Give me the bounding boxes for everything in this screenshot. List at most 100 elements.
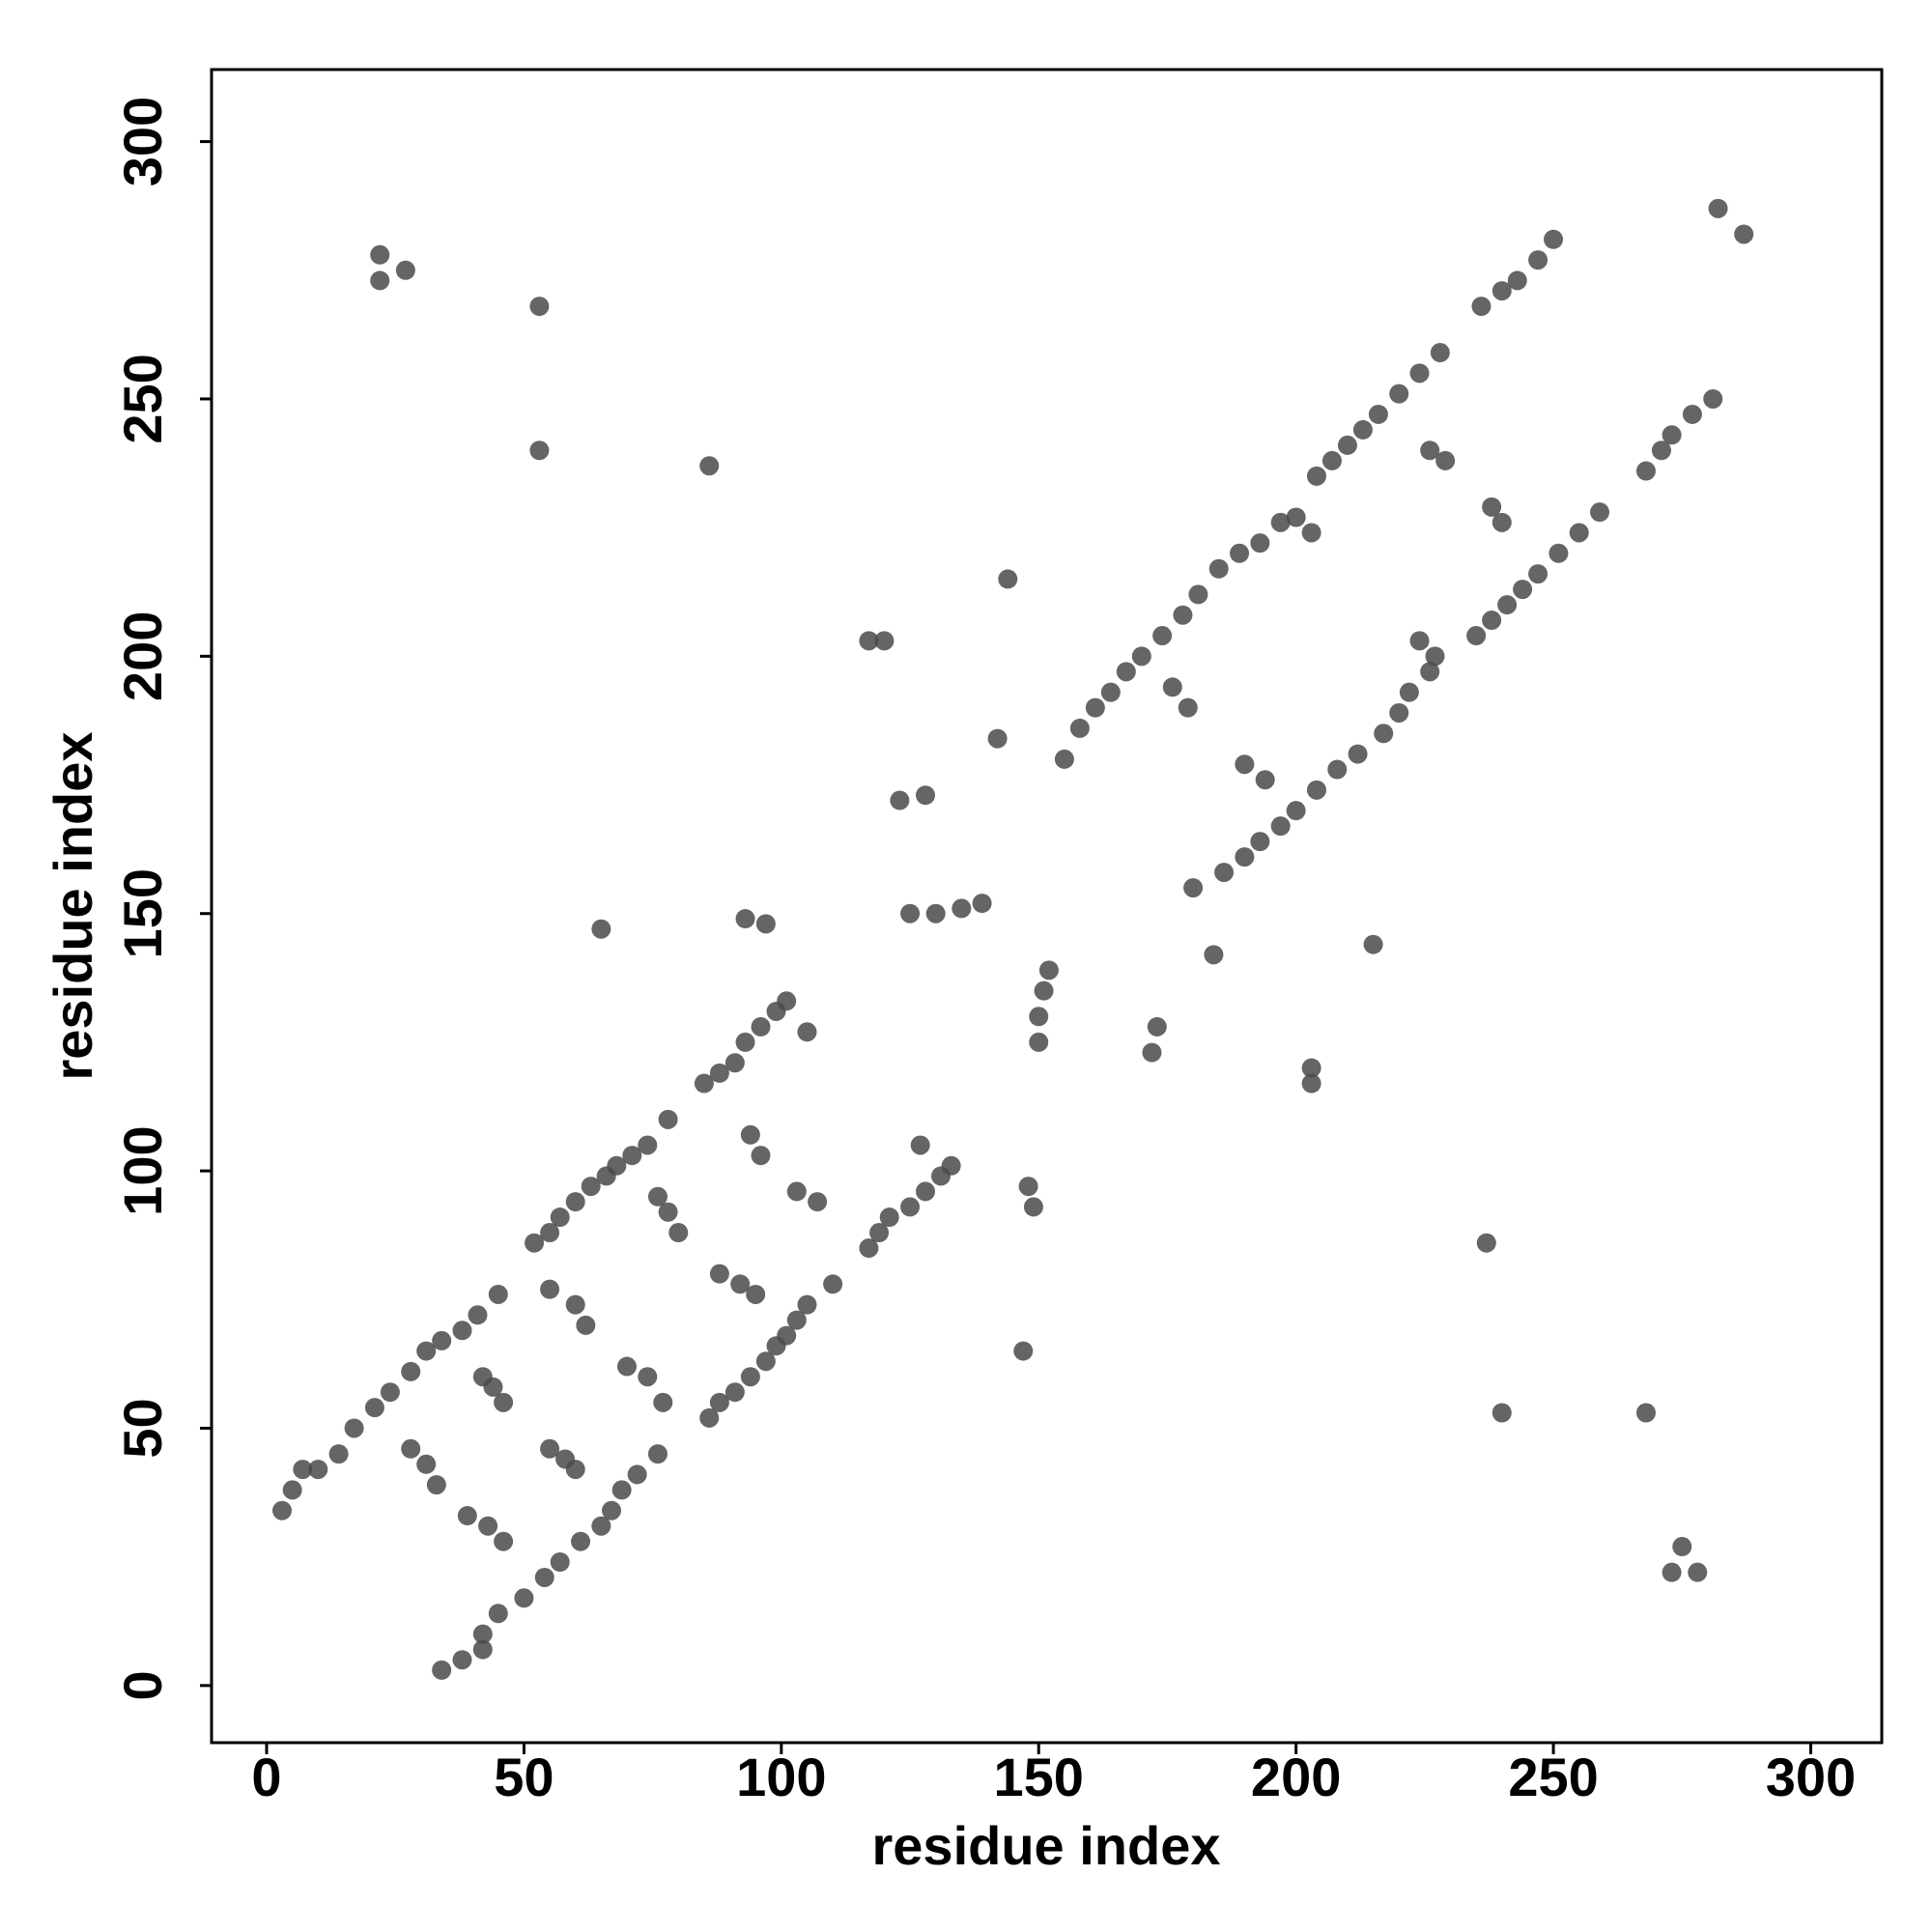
point bbox=[709, 1063, 729, 1083]
x-tick-label: 200 bbox=[1251, 1747, 1341, 1807]
point bbox=[611, 1480, 632, 1500]
point bbox=[941, 1155, 961, 1176]
point bbox=[1682, 404, 1702, 424]
point bbox=[709, 1264, 729, 1284]
point bbox=[1420, 440, 1440, 461]
point bbox=[1054, 749, 1074, 769]
point bbox=[1590, 502, 1610, 523]
point bbox=[1204, 945, 1224, 965]
point bbox=[1430, 343, 1450, 363]
point bbox=[1348, 744, 1368, 764]
point bbox=[1435, 450, 1456, 470]
point bbox=[540, 1438, 560, 1459]
point bbox=[1306, 780, 1326, 800]
point bbox=[488, 1604, 508, 1624]
point bbox=[1301, 1058, 1321, 1078]
point bbox=[1029, 1032, 1049, 1052]
point bbox=[925, 903, 946, 923]
point bbox=[1147, 1016, 1167, 1037]
point bbox=[1235, 754, 1255, 775]
point bbox=[1286, 507, 1306, 527]
point bbox=[1250, 533, 1270, 554]
point bbox=[735, 1032, 755, 1052]
y-tick-label: 0 bbox=[112, 1670, 173, 1700]
point bbox=[1306, 466, 1326, 486]
point bbox=[1023, 1197, 1043, 1217]
point bbox=[416, 1454, 437, 1474]
point bbox=[1255, 770, 1275, 790]
point bbox=[1399, 682, 1419, 702]
point bbox=[1492, 512, 1512, 532]
point bbox=[1374, 724, 1394, 744]
point bbox=[1471, 297, 1492, 317]
point bbox=[1327, 759, 1348, 780]
point bbox=[952, 898, 972, 919]
point bbox=[1513, 580, 1533, 600]
point bbox=[514, 1588, 534, 1608]
point bbox=[1389, 702, 1409, 723]
point bbox=[1492, 1403, 1512, 1423]
point bbox=[364, 1398, 384, 1418]
point bbox=[890, 790, 910, 810]
point bbox=[1476, 1233, 1496, 1253]
point bbox=[797, 1294, 817, 1315]
point bbox=[653, 1392, 673, 1412]
point bbox=[1420, 662, 1440, 682]
point bbox=[565, 1192, 585, 1212]
point bbox=[1069, 718, 1090, 738]
point bbox=[658, 1202, 678, 1222]
point bbox=[1250, 832, 1270, 852]
point bbox=[1507, 270, 1527, 291]
point bbox=[591, 1516, 611, 1536]
point bbox=[282, 1480, 302, 1500]
x-tick-label: 250 bbox=[1508, 1747, 1598, 1807]
point bbox=[468, 1305, 488, 1325]
point bbox=[457, 1506, 477, 1526]
point bbox=[1214, 863, 1235, 883]
point bbox=[1034, 980, 1054, 1001]
point bbox=[1085, 697, 1105, 718]
point bbox=[1208, 558, 1229, 579]
point bbox=[416, 1341, 437, 1361]
point bbox=[591, 919, 611, 939]
point bbox=[1544, 229, 1564, 249]
point bbox=[1131, 646, 1151, 667]
point bbox=[1548, 543, 1569, 563]
point bbox=[869, 1223, 890, 1243]
point bbox=[647, 1444, 668, 1464]
y-tick-label: 200 bbox=[112, 611, 173, 701]
point bbox=[1116, 662, 1136, 682]
point bbox=[735, 909, 755, 929]
point bbox=[602, 1500, 622, 1520]
point bbox=[529, 440, 550, 461]
point bbox=[751, 1016, 771, 1037]
point bbox=[452, 1650, 472, 1670]
x-tick-label: 50 bbox=[494, 1747, 554, 1807]
point bbox=[1703, 388, 1723, 409]
point bbox=[401, 1361, 421, 1381]
point bbox=[668, 1223, 689, 1243]
point bbox=[1389, 384, 1409, 404]
x-tick-label: 300 bbox=[1766, 1747, 1856, 1807]
point bbox=[478, 1516, 498, 1536]
point bbox=[1270, 512, 1291, 532]
point bbox=[1188, 584, 1208, 605]
point bbox=[746, 1284, 766, 1304]
point bbox=[751, 1146, 771, 1166]
point bbox=[1409, 631, 1430, 651]
point bbox=[874, 631, 895, 651]
point bbox=[370, 270, 390, 291]
point bbox=[616, 1356, 637, 1377]
point bbox=[1569, 523, 1589, 543]
point bbox=[395, 260, 415, 280]
point bbox=[432, 1330, 452, 1350]
point bbox=[808, 1192, 828, 1212]
point bbox=[1337, 435, 1357, 455]
point bbox=[1286, 801, 1306, 821]
point bbox=[638, 1135, 658, 1155]
point bbox=[1270, 816, 1291, 837]
point bbox=[1409, 363, 1430, 384]
point bbox=[730, 1274, 751, 1294]
point bbox=[1662, 425, 1682, 445]
